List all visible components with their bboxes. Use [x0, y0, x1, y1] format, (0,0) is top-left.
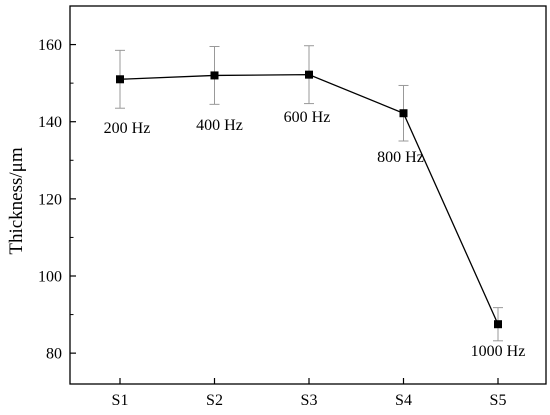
- x-tick-label: S2: [206, 392, 223, 409]
- y-tick-label: 140: [38, 114, 62, 131]
- data-point: [210, 71, 219, 80]
- plot-frame: [69, 5, 547, 385]
- x-tick-label: S3: [301, 392, 318, 409]
- data-point: [399, 109, 408, 118]
- point-annotation: 800 Hz: [377, 149, 424, 166]
- y-tick-label: 120: [38, 191, 62, 208]
- x-tick-label: S5: [490, 392, 507, 409]
- y-axis-title: Thickness/μm: [6, 147, 27, 255]
- markers: [116, 70, 502, 329]
- point-annotation: 1000 Hz: [471, 343, 526, 360]
- point-annotation: 400 Hz: [196, 117, 243, 134]
- error-bars: [115, 45, 503, 342]
- y-tick-label: 80: [46, 346, 62, 363]
- y-axis-ticks: 80 100 120 140 160: [38, 37, 76, 363]
- x-tick-label: S4: [395, 392, 412, 409]
- y-tick-label: 100: [38, 269, 62, 286]
- point-annotation: 600 Hz: [284, 109, 331, 126]
- point-annotations: 200 Hz 400 Hz 600 Hz 800 Hz 1000 Hz: [104, 109, 526, 360]
- data-point: [305, 70, 313, 79]
- x-tick-label: S1: [112, 392, 129, 409]
- data-point: [494, 320, 502, 329]
- point-annotation: 200 Hz: [104, 120, 151, 137]
- data-point: [116, 75, 124, 84]
- x-axis-ticks: S1 S2 S3 S4 S5: [112, 378, 507, 409]
- y-tick-label: 160: [38, 37, 62, 54]
